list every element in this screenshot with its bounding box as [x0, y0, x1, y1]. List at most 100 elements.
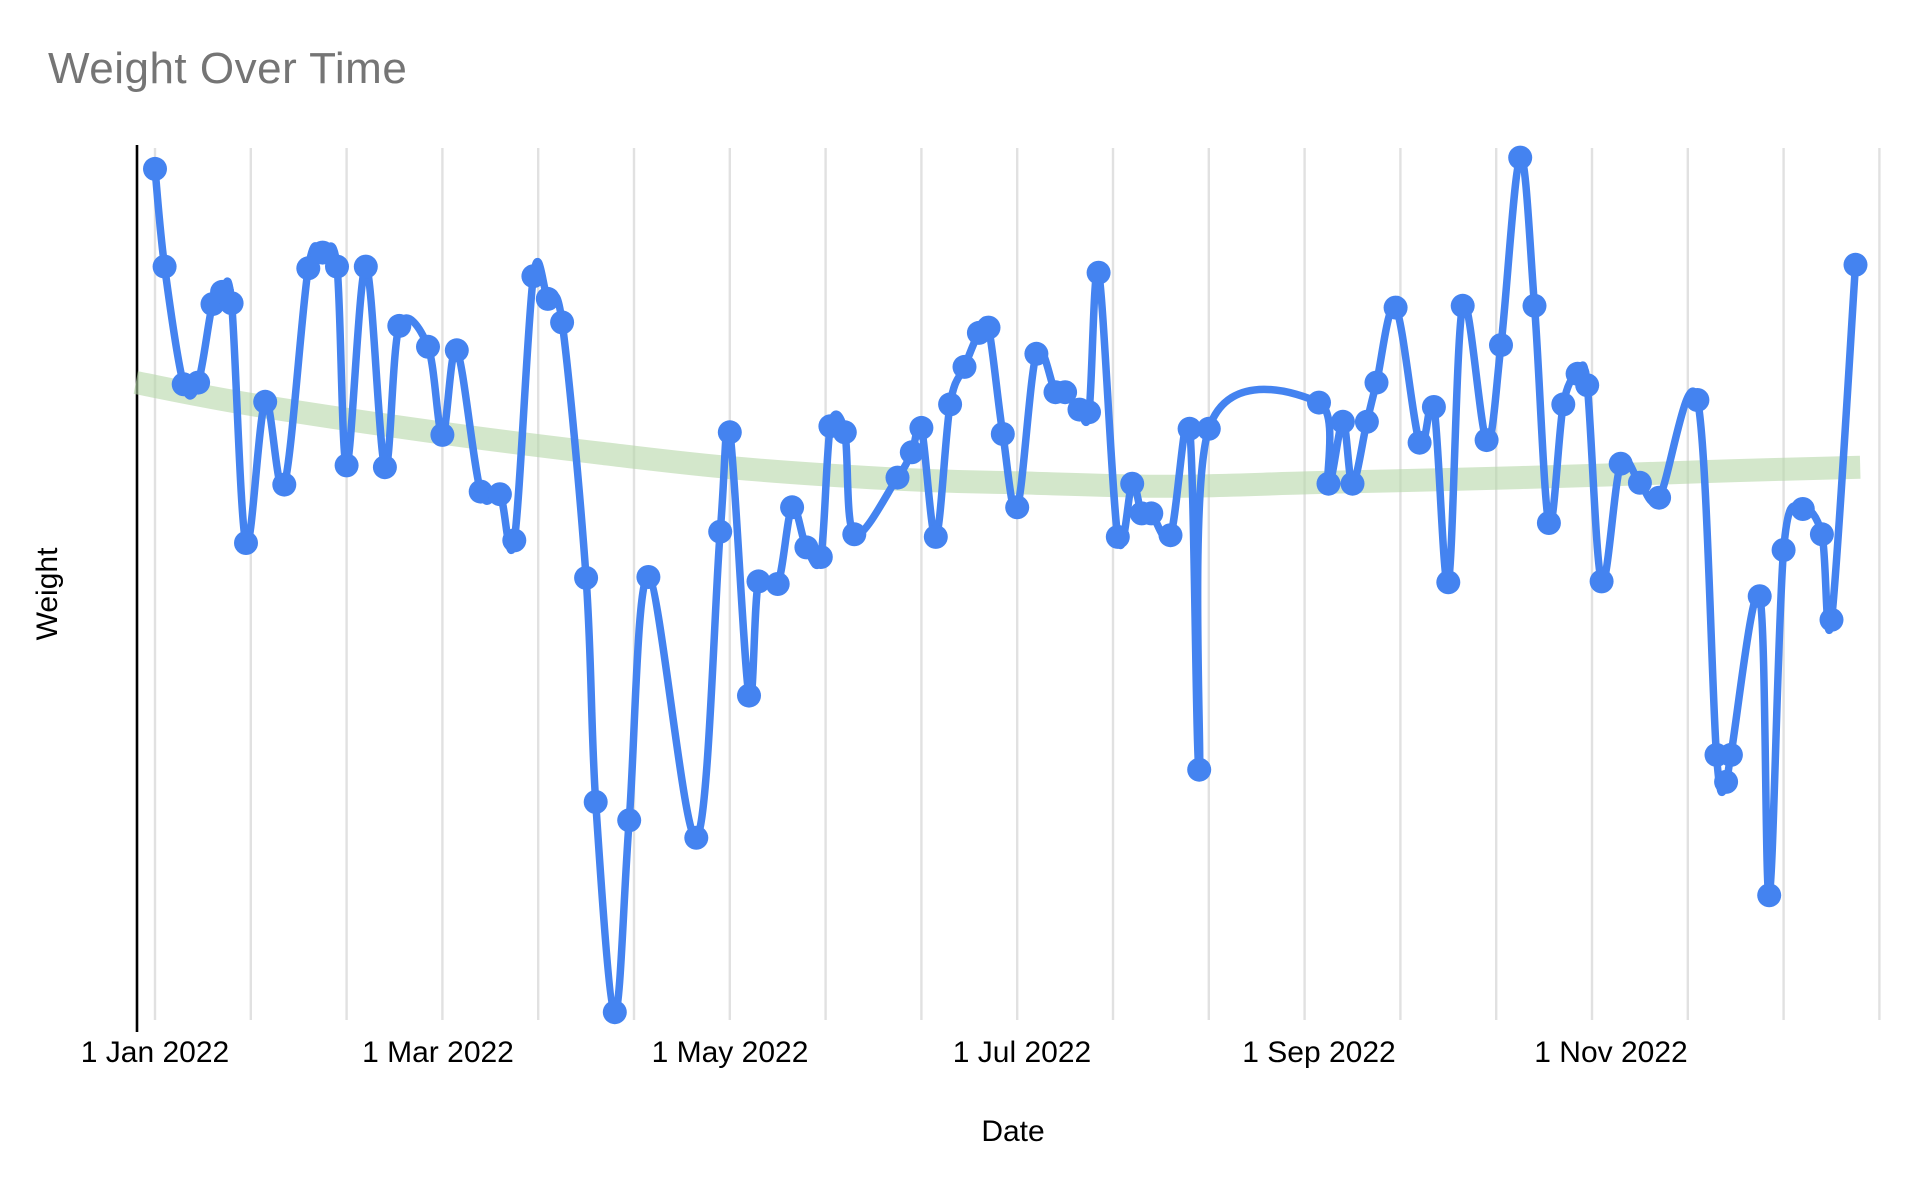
data-point-marker[interactable]	[923, 524, 948, 549]
data-point-marker[interactable]	[976, 315, 1001, 340]
data-point-marker[interactable]	[234, 531, 258, 555]
data-point-marker[interactable]	[842, 522, 867, 547]
data-point-marker[interactable]	[780, 495, 805, 520]
data-point-marker[interactable]	[1177, 416, 1202, 441]
data-point-marker[interactable]	[1077, 400, 1101, 425]
data-point-marker[interactable]	[1340, 471, 1365, 496]
data-point-marker[interactable]	[938, 392, 963, 417]
data-point-marker[interactable]	[1354, 409, 1379, 434]
data-point-marker[interactable]	[1575, 373, 1600, 398]
data-point-marker[interactable]	[521, 264, 546, 289]
y-axis-title: Weight	[31, 547, 64, 640]
data-point-marker[interactable]	[617, 808, 642, 833]
data-point-marker[interactable]	[583, 790, 608, 814]
chart-title: Weight Over Time	[48, 44, 408, 93]
data-point-marker[interactable]	[909, 415, 934, 440]
data-point-marker[interactable]	[1139, 501, 1164, 526]
data-point-marker[interactable]	[1551, 392, 1576, 417]
data-point-marker[interactable]	[684, 825, 709, 850]
data-point-marker[interactable]	[602, 1000, 627, 1025]
data-point-marker[interactable]	[1316, 471, 1341, 496]
data-point-marker[interactable]	[334, 453, 359, 478]
data-point-marker[interactable]	[253, 389, 278, 414]
data-point-marker[interactable]	[832, 420, 857, 445]
data-point-marker[interactable]	[952, 354, 977, 379]
data-point-marker[interactable]	[535, 286, 560, 311]
data-point-marker[interactable]	[1407, 430, 1432, 455]
data-point-marker[interactable]	[372, 455, 397, 480]
data-point-marker[interactable]	[1383, 295, 1408, 320]
data-point-marker[interactable]	[1421, 395, 1446, 419]
data-point-marker[interactable]	[325, 254, 349, 279]
data-point-marker[interactable]	[550, 310, 575, 335]
data-point-marker[interactable]	[737, 683, 761, 708]
data-point-marker[interactable]	[1790, 497, 1815, 521]
data-point-marker[interactable]	[1819, 607, 1844, 632]
data-point-marker[interactable]	[899, 440, 924, 465]
x-tick-label: 1 Mar 2022	[362, 1036, 514, 1069]
data-point-marker[interactable]	[708, 519, 733, 544]
x-tick-label: 1 Sep 2022	[1242, 1036, 1395, 1069]
data-point-marker[interactable]	[1105, 524, 1130, 549]
data-point-marker[interactable]	[636, 565, 661, 589]
data-point-marker[interactable]	[353, 254, 378, 279]
data-point-marker[interactable]	[1627, 470, 1652, 495]
data-point-marker[interactable]	[296, 256, 321, 281]
data-point-marker[interactable]	[990, 422, 1015, 446]
data-point-marker[interactable]	[1608, 451, 1633, 476]
data-point-marker[interactable]	[1330, 409, 1355, 434]
data-point-marker[interactable]	[1589, 569, 1614, 594]
data-point-marker[interactable]	[1809, 522, 1834, 547]
data-point-marker[interactable]	[1196, 416, 1221, 441]
data-point-marker[interactable]	[1522, 293, 1547, 318]
x-tick-label: 1 Jan 2022	[81, 1036, 229, 1069]
data-point-marker[interactable]	[219, 291, 244, 316]
x-tick-label: 1 Jul 2022	[953, 1036, 1091, 1069]
data-point-marker[interactable]	[1024, 341, 1049, 366]
data-point-marker[interactable]	[444, 338, 469, 363]
data-point-marker[interactable]	[387, 313, 412, 338]
data-point-marker[interactable]	[808, 545, 833, 569]
data-point-marker[interactable]	[1771, 538, 1796, 562]
data-point-marker[interactable]	[430, 422, 455, 447]
data-point-marker[interactable]	[1508, 145, 1533, 170]
data-point-marker[interactable]	[152, 254, 177, 279]
data-point-marker[interactable]	[1536, 511, 1561, 535]
data-point-marker[interactable]	[1474, 428, 1499, 453]
data-point-marker[interactable]	[1757, 883, 1782, 908]
data-point-marker[interactable]	[143, 156, 167, 181]
data-point-marker[interactable]	[1436, 570, 1461, 595]
data-point-marker[interactable]	[717, 420, 742, 445]
data-point-marker[interactable]	[1714, 769, 1739, 794]
data-point-marker[interactable]	[1450, 293, 1475, 318]
data-point-marker[interactable]	[1364, 370, 1389, 395]
data-point-marker[interactable]	[416, 334, 440, 359]
data-point-marker[interactable]	[1489, 333, 1513, 358]
data-point-marker[interactable]	[765, 572, 790, 596]
data-point-marker[interactable]	[1053, 380, 1078, 405]
data-point-marker[interactable]	[502, 528, 527, 553]
data-point-marker[interactable]	[746, 569, 771, 594]
data-point-marker[interactable]	[1086, 260, 1111, 285]
data-point-marker[interactable]	[1187, 757, 1212, 782]
data-point-marker[interactable]	[1120, 471, 1145, 496]
data-point-marker[interactable]	[468, 479, 493, 504]
data-point-marker[interactable]	[1718, 742, 1743, 767]
data-point-marker[interactable]	[1307, 390, 1331, 415]
data-point-marker[interactable]	[1005, 495, 1030, 520]
data-point-marker[interactable]	[1158, 523, 1183, 548]
x-tick-label: 1 May 2022	[652, 1036, 809, 1069]
data-point-marker[interactable]	[1685, 388, 1710, 412]
data-point-marker[interactable]	[1843, 252, 1868, 277]
x-axis-title: Date	[981, 1115, 1044, 1148]
data-point-marker[interactable]	[885, 465, 910, 490]
data-point-marker[interactable]	[487, 482, 512, 507]
data-point-marker[interactable]	[1647, 485, 1672, 510]
data-point-marker[interactable]	[186, 370, 211, 395]
x-tick-label: 1 Nov 2022	[1534, 1036, 1687, 1069]
data-point-marker[interactable]	[574, 565, 599, 590]
data-point-marker[interactable]	[1747, 584, 1772, 609]
data-point-marker[interactable]	[272, 472, 297, 497]
